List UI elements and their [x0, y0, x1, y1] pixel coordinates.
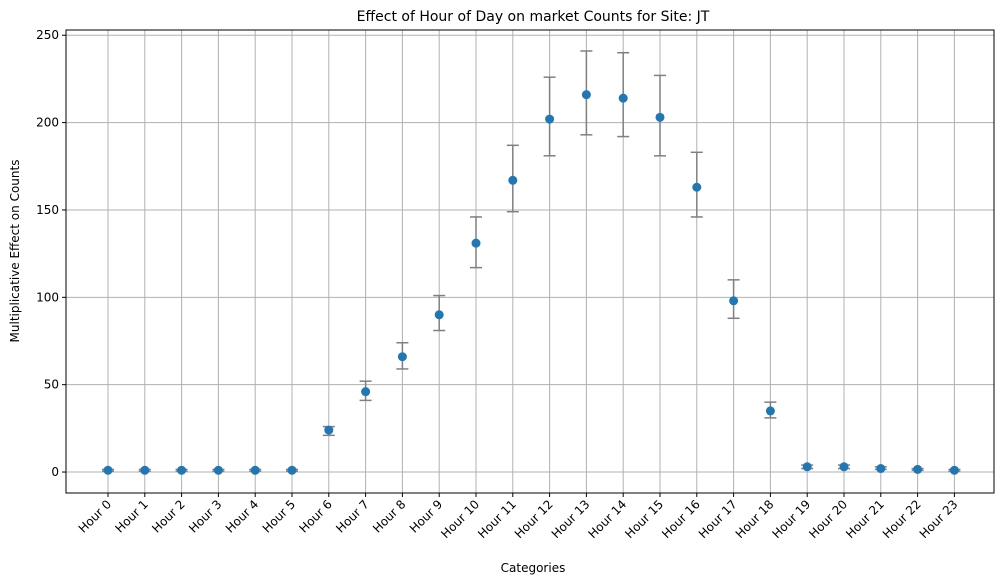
- data-point: [324, 425, 334, 435]
- data-point: [213, 465, 223, 475]
- data-point: [729, 296, 739, 306]
- data-point: [581, 90, 591, 100]
- data-point: [802, 462, 812, 472]
- data-point: [618, 93, 628, 103]
- y-tick-label: 250: [36, 28, 59, 42]
- y-axis-ticks: 0 50 100 150 200 250: [36, 28, 66, 479]
- data-point: [545, 114, 555, 124]
- data-point: [287, 465, 297, 475]
- plot-area-frame: [65, 29, 995, 494]
- data-point: [250, 465, 260, 475]
- data-point: [140, 465, 150, 475]
- data-points: [103, 90, 959, 475]
- data-point: [839, 462, 849, 472]
- y-tick-label: 200: [36, 116, 59, 130]
- data-point: [913, 464, 923, 474]
- data-point: [692, 182, 702, 192]
- y-tick-label: 100: [36, 290, 59, 304]
- data-point: [949, 465, 959, 475]
- data-point: [397, 352, 407, 362]
- y-tick-label: 50: [44, 378, 59, 392]
- y-tick-label: 0: [51, 465, 59, 479]
- data-point: [876, 464, 886, 474]
- data-point: [508, 175, 518, 185]
- y-tick-label: 150: [36, 203, 59, 217]
- data-point: [177, 465, 187, 475]
- data-point: [434, 310, 444, 320]
- data-point: [471, 238, 481, 248]
- x-axis-label: Categories: [501, 561, 566, 575]
- data-point: [361, 387, 371, 397]
- data-point: [765, 406, 775, 416]
- chart-title: Effect of Hour of Day on market Counts f…: [357, 9, 710, 25]
- y-axis-label: Multiplicative Effect on Counts: [8, 160, 22, 343]
- data-point: [655, 112, 665, 122]
- grid: [66, 30, 994, 493]
- data-point: [103, 465, 113, 475]
